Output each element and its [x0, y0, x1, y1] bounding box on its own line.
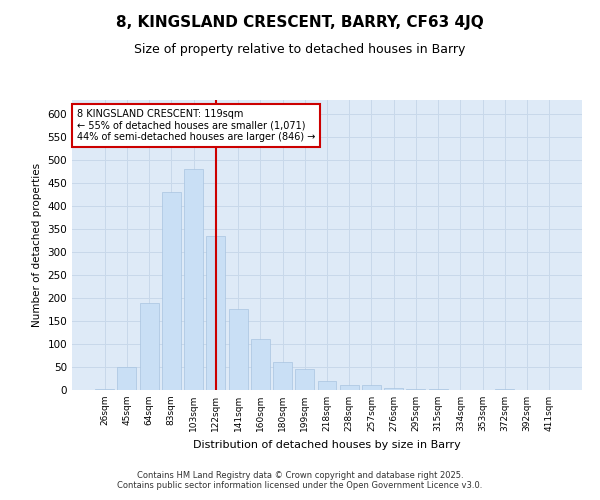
Bar	[384, 388, 403, 390]
Text: Size of property relative to detached houses in Barry: Size of property relative to detached ho…	[134, 42, 466, 56]
Bar	[229, 310, 248, 390]
Bar	[251, 340, 270, 390]
Bar	[317, 381, 337, 390]
Text: 8 KINGSLAND CRESCENT: 119sqm
← 55% of detached houses are smaller (1,071)
44% of: 8 KINGSLAND CRESCENT: 119sqm ← 55% of de…	[77, 108, 316, 142]
X-axis label: Distribution of detached houses by size in Barry: Distribution of detached houses by size …	[193, 440, 461, 450]
Bar	[184, 169, 203, 390]
Bar	[118, 367, 136, 390]
Bar	[140, 302, 158, 390]
Text: 8, KINGSLAND CRESCENT, BARRY, CF63 4JQ: 8, KINGSLAND CRESCENT, BARRY, CF63 4JQ	[116, 15, 484, 30]
Bar	[496, 388, 514, 390]
Bar	[273, 362, 292, 390]
Bar	[429, 388, 448, 390]
Y-axis label: Number of detached properties: Number of detached properties	[32, 163, 42, 327]
Bar	[295, 370, 314, 390]
Bar	[95, 388, 114, 390]
Bar	[206, 236, 225, 390]
Bar	[406, 388, 425, 390]
Bar	[340, 386, 359, 390]
Bar	[362, 386, 381, 390]
Text: Contains HM Land Registry data © Crown copyright and database right 2025.
Contai: Contains HM Land Registry data © Crown c…	[118, 470, 482, 490]
Bar	[162, 192, 181, 390]
